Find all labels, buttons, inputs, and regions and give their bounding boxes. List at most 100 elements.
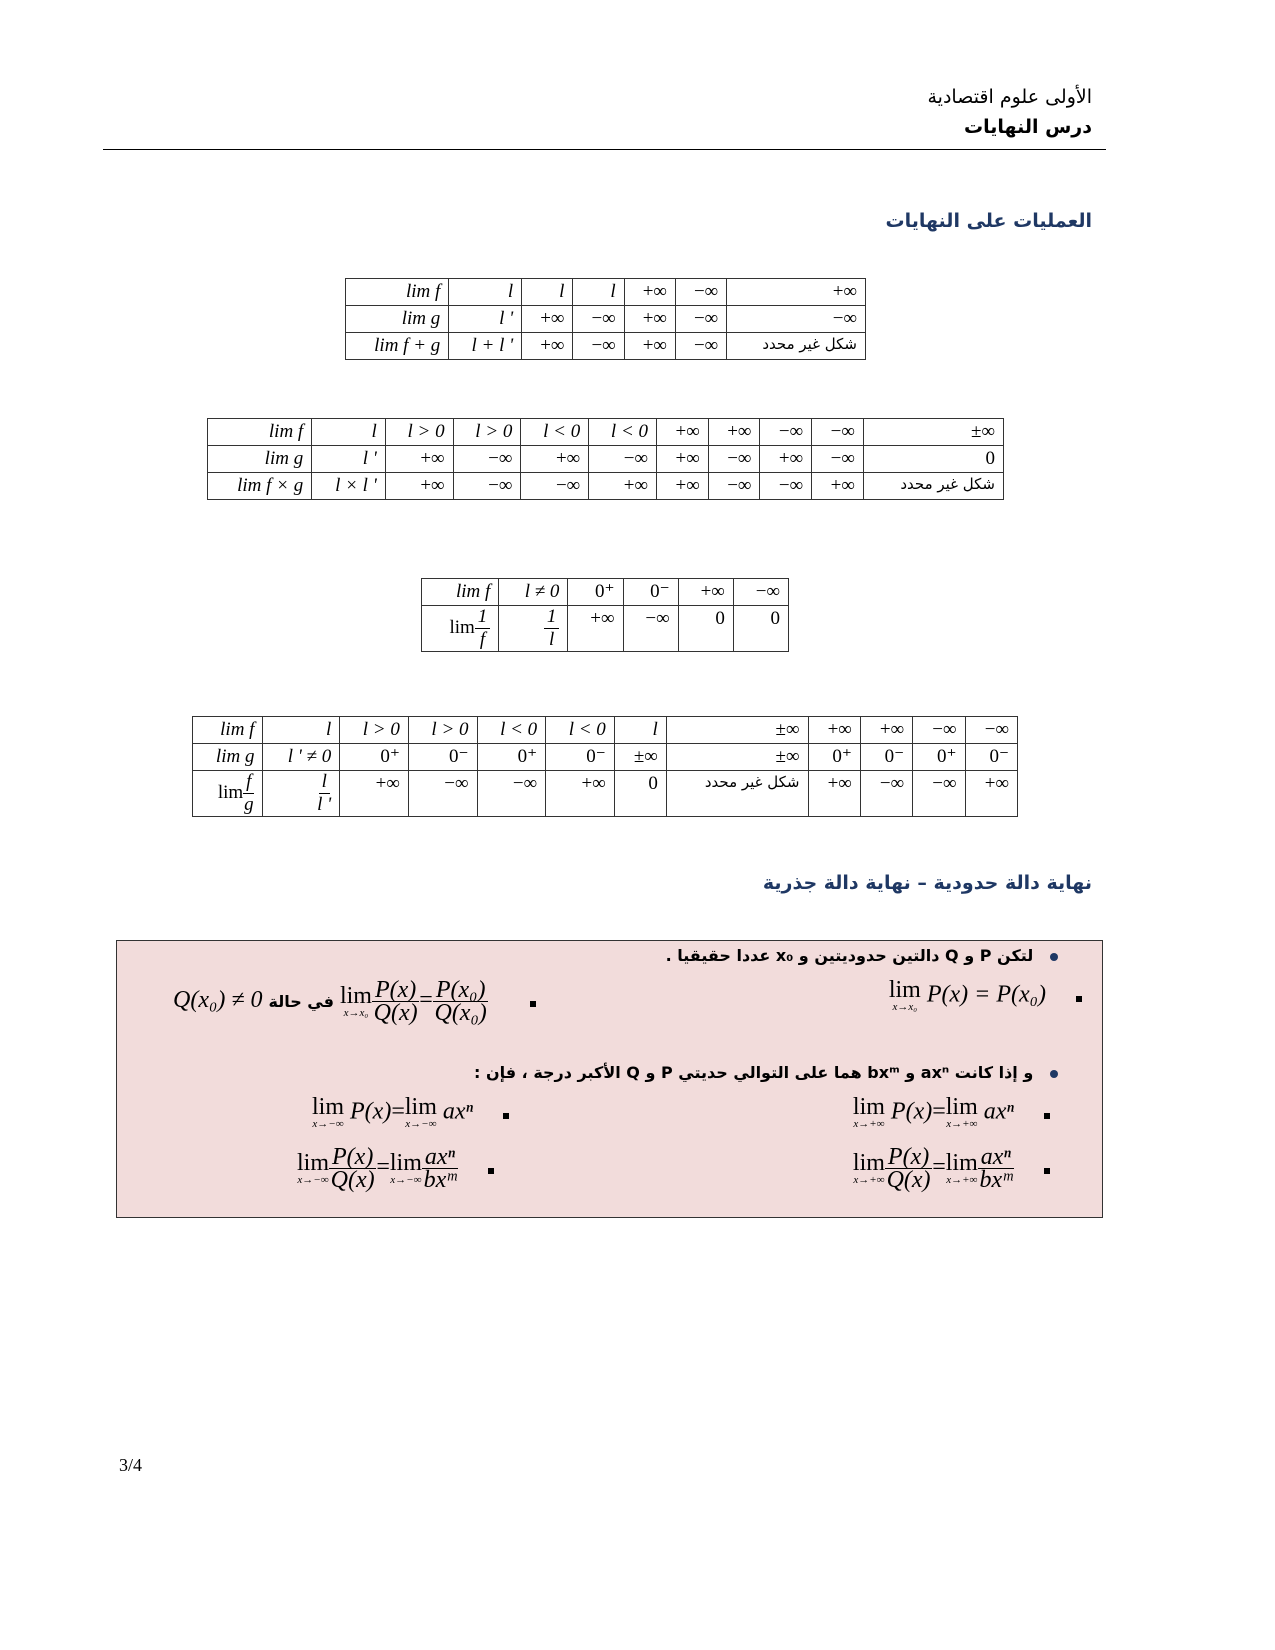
table-cell: +∞ bbox=[521, 332, 574, 360]
formula-limit-at-x0: lim x→x₀ P(x) = P(x₀) bbox=[889, 978, 1082, 1013]
row-header-cell: lim g bbox=[191, 743, 264, 771]
formula-px-minus-inf: lim x→−∞ P(x)= lim x→−∞ axⁿ bbox=[312, 1095, 510, 1130]
table-cell: −∞ bbox=[674, 332, 728, 360]
table-cell: l > 0 bbox=[452, 418, 522, 446]
table-cell: −∞ bbox=[674, 305, 728, 333]
table-cell: +∞ bbox=[656, 418, 709, 446]
formula-quotient-minus-inf: lim x→−∞ P(x) Q(x) = lim x→−∞ axⁿ bxᵐ bbox=[297, 1145, 495, 1192]
bullet-icon bbox=[1076, 995, 1082, 1002]
row-header-cell: lim f bbox=[191, 716, 264, 744]
header-divider bbox=[103, 149, 1106, 150]
row-header-cell: lim 1 f bbox=[420, 605, 500, 652]
lim-label: lim bbox=[449, 616, 475, 638]
table-cell: +∞ bbox=[623, 332, 676, 360]
polynomial-limits-box: لتكن P و Q دالتين حدوديتين و x₀ عددا حقي… bbox=[116, 940, 1103, 1218]
intro2-text: و إذا كانت axⁿ و bxᵐ هما على التوالي حدي… bbox=[474, 1063, 1058, 1082]
table-cell: −∞ bbox=[452, 472, 522, 500]
row-header-cell: lim f + g bbox=[344, 332, 450, 360]
bullet-icon bbox=[1050, 1070, 1058, 1078]
table-cell: 0 bbox=[613, 770, 667, 817]
table-cell: ±∞ bbox=[862, 418, 1005, 446]
row-header-cell: lim f bbox=[420, 578, 500, 606]
section-title-polynomial: نهاية دالة حدودية – نهاية دالة جذرية bbox=[762, 872, 1092, 894]
formula-quotient-plus-inf: lim x→+∞ P(x) Q(x) = lim x→+∞ axⁿ bxᵐ bbox=[853, 1145, 1050, 1192]
table-cell: −∞ bbox=[759, 472, 813, 500]
table-cell: −∞ bbox=[622, 605, 679, 652]
table-cell: +∞ bbox=[339, 770, 409, 817]
table-cell: l > 0 bbox=[407, 716, 478, 744]
page-number: 3/4 bbox=[119, 1455, 143, 1475]
table-cell: −∞ bbox=[707, 472, 761, 500]
table-cell: ±∞ bbox=[665, 716, 809, 744]
table-cell: l < 0 bbox=[476, 716, 547, 744]
table-cell: l ' bbox=[311, 445, 386, 473]
table-cell: 0⁺ bbox=[339, 743, 409, 771]
bullet-icon bbox=[503, 1112, 510, 1119]
table-cell: l < 0 bbox=[588, 418, 658, 446]
table-cell: −∞ bbox=[811, 445, 864, 473]
table-cell: −∞ bbox=[912, 716, 966, 744]
table-cell: l bbox=[262, 716, 341, 744]
table-cell: 0 bbox=[732, 605, 790, 652]
intro-text: لتكن P و Q دالتين حدوديتين و x₀ عددا حقي… bbox=[666, 946, 1058, 965]
table-cell: +∞ bbox=[656, 472, 709, 500]
table-cell: ±∞ bbox=[613, 743, 667, 771]
header-lesson-title: درس النهايات bbox=[964, 116, 1092, 138]
table-cell: +∞ bbox=[759, 445, 813, 473]
table-cell: −∞ bbox=[572, 332, 625, 360]
table-cell: 0⁺ bbox=[476, 743, 547, 771]
table-row: lim 1 f 1 l +∞ −∞ 0 0 bbox=[420, 605, 790, 652]
table-cell: −∞ bbox=[452, 445, 522, 473]
table-cell: +∞ bbox=[623, 305, 676, 333]
row-header-cell: lim g bbox=[344, 305, 450, 333]
table-cell: +∞ bbox=[677, 578, 734, 606]
table-cell: 0⁻ bbox=[964, 743, 1019, 771]
table-row: lim f g l l ' +∞ −∞ −∞ +∞ 0 شكل غير محدد +∞ −∞ −∞ +∞ bbox=[191, 770, 1019, 817]
table-cell: 0⁺ bbox=[567, 578, 624, 606]
table-row: lim f l l l +∞ −∞ +∞ bbox=[344, 278, 866, 306]
table-cell: l ≠ 0 bbox=[498, 578, 569, 606]
table-cell: l + l ' bbox=[448, 332, 523, 360]
table-cell: l bbox=[521, 278, 574, 306]
table-cell: +∞ bbox=[588, 472, 658, 500]
table-cell: 0⁻ bbox=[545, 743, 615, 771]
table-cell: +∞ bbox=[811, 472, 864, 500]
bullet-icon bbox=[1044, 1168, 1050, 1175]
row-header-cell: lim f bbox=[206, 418, 313, 446]
table-cell: l bbox=[448, 278, 523, 306]
table-cell: −∞ bbox=[588, 445, 658, 473]
table-cell: −∞ bbox=[572, 305, 625, 333]
table-cell: +∞ bbox=[384, 472, 454, 500]
table-cell: −∞ bbox=[476, 770, 547, 817]
table-cell: l < 0 bbox=[520, 418, 590, 446]
table-cell: +∞ bbox=[623, 278, 676, 306]
table-cell: +∞ bbox=[384, 445, 454, 473]
table-cell: +∞ bbox=[656, 445, 709, 473]
table-cell: شكل غير محدد bbox=[726, 332, 866, 360]
bullet-icon bbox=[1044, 1112, 1050, 1119]
table-cell: 0⁻ bbox=[622, 578, 679, 606]
table-cell: −∞ bbox=[726, 305, 866, 333]
table-cell: +∞ bbox=[726, 278, 866, 306]
row-header-cell: lim g bbox=[206, 445, 313, 473]
table-cell: شكل غير محدد bbox=[862, 472, 1005, 500]
bullet-icon bbox=[530, 1001, 537, 1008]
table-cell: +∞ bbox=[807, 716, 861, 744]
table-cell: +∞ bbox=[807, 770, 861, 817]
row-header-cell: lim f × g bbox=[206, 472, 313, 500]
table-cell: 0⁺ bbox=[807, 743, 861, 771]
